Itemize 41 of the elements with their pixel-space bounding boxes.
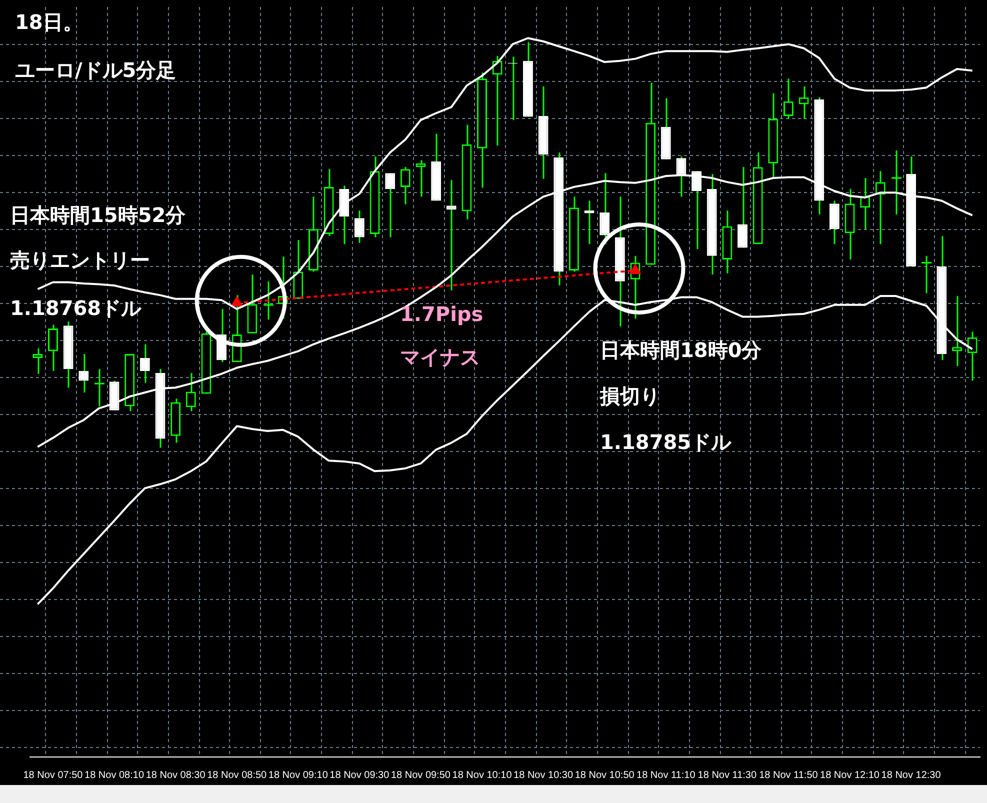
candlestick	[446, 179, 456, 292]
x-tick-label: 18 Nov 08:30	[146, 770, 206, 781]
candlestick	[860, 177, 870, 230]
x-tick-label: 18 Nov 08:10	[84, 770, 144, 781]
x-tick-label: 18 Nov 10:50	[574, 770, 635, 781]
x-tick-label: 18 Nov 10:30	[514, 770, 574, 781]
text: ユーロ/ドル5分足	[15, 58, 176, 82]
annotation: 売りエントリー	[10, 248, 150, 272]
annotation: マイナス	[400, 345, 480, 369]
candlestick	[920, 255, 932, 294]
annotation: 日本時間15時52分	[10, 203, 186, 227]
chart-title: 18日。	[15, 10, 83, 34]
annotation: 1.7Pips	[400, 302, 484, 326]
candlestick	[94, 368, 106, 408]
x-tick-label: 18 Nov 11:50	[759, 770, 818, 781]
candlestick	[354, 210, 364, 244]
x-tick-label: 18 Nov 12:30	[881, 770, 942, 781]
annotation: 1.18768ドル	[10, 296, 142, 320]
candlestick	[78, 353, 89, 394]
candlestick	[952, 295, 962, 367]
x-tick-label: 18 Nov 12:10	[820, 770, 880, 781]
x-tick-label: 18 Nov 07:50	[23, 770, 84, 781]
candlestick	[798, 86, 809, 120]
candlestick	[400, 166, 410, 206]
candlestick	[262, 280, 274, 320]
x-tick-label: 18 Nov 09:50	[390, 770, 451, 781]
annotation: 1.18785ドル	[600, 430, 732, 454]
x-tick-label: 18 Nov 11:10	[636, 770, 696, 781]
x-tick-label: 18 Nov 10:10	[452, 770, 512, 781]
annotation: 損切り	[600, 384, 660, 408]
annotation: 日本時間18時0分	[600, 338, 762, 362]
candlestick	[140, 344, 150, 384]
candlestick	[385, 172, 396, 238]
candlestick	[890, 150, 902, 216]
candlestick	[829, 200, 840, 245]
x-tick-label: 18 Nov 09:30	[330, 770, 390, 781]
x-tick-label: 18 Nov 08:50	[207, 770, 268, 781]
candlestick	[48, 324, 58, 372]
candlestick	[32, 348, 43, 375]
x-tick-label: 18 Nov 09:10	[268, 770, 328, 781]
x-tick-label: 18 Nov 11:30	[698, 770, 757, 781]
